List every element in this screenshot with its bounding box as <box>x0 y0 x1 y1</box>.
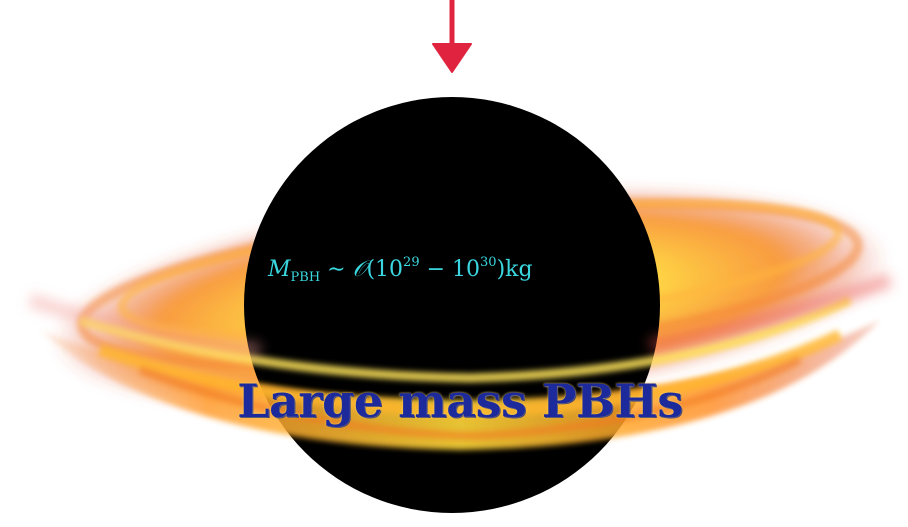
formula-relation: ∼ <box>320 257 353 282</box>
formula-exp2: 30 <box>480 255 497 270</box>
formula-exp1: 29 <box>403 255 420 270</box>
formula-symbol: M <box>268 257 291 282</box>
formula-minus: − 10 <box>419 257 481 282</box>
formula-open: (10 <box>366 257 404 282</box>
down-arrow-icon <box>432 0 472 73</box>
formula-order-symbol: 𝒪 <box>352 257 367 282</box>
formula-close: )kg <box>496 257 533 282</box>
page-title: Large mass PBHs <box>237 374 683 428</box>
black-hole-sphere <box>244 97 660 513</box>
accretion-disk-front <box>27 273 893 450</box>
pbh-mass-formula: MPBH ∼ 𝒪(1029 − 1030)kg <box>268 256 648 284</box>
formula-subscript: PBH <box>290 270 321 285</box>
